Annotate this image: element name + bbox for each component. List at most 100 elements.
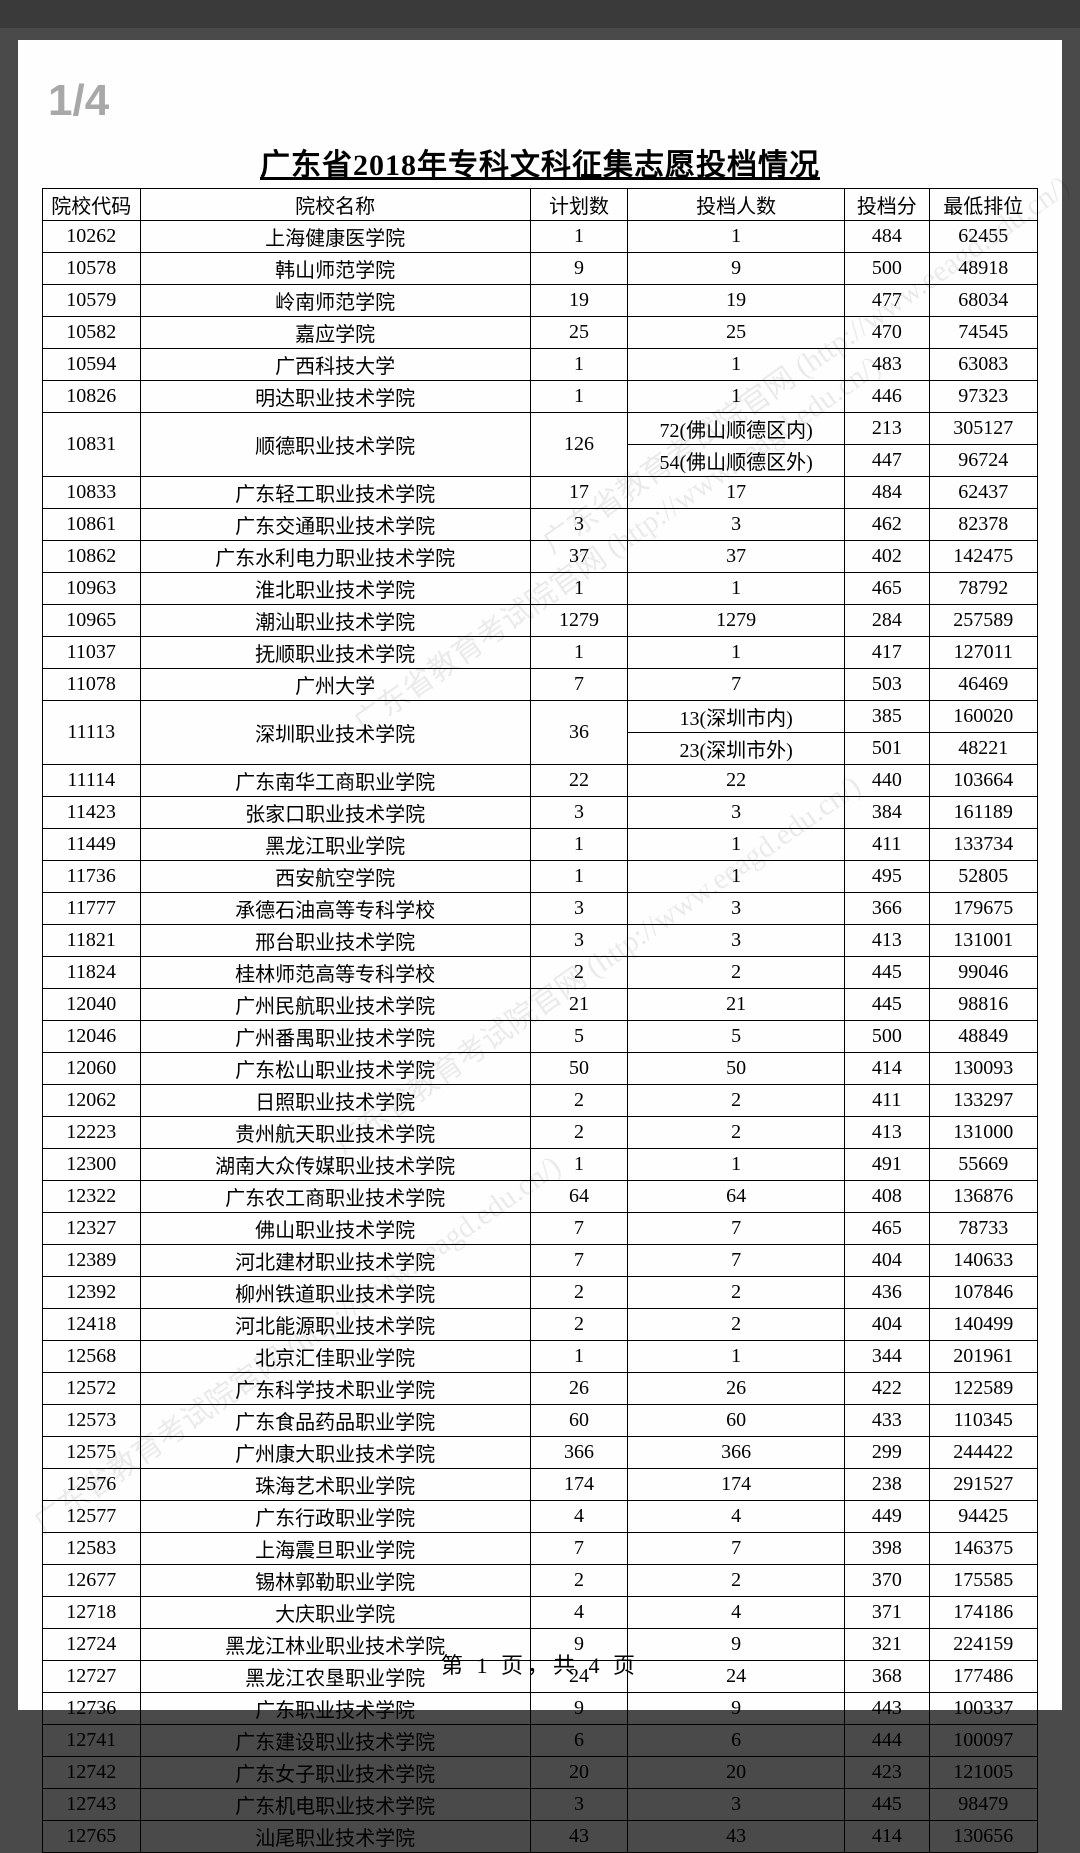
table-row: 12743广东机电职业技术学院3344598479	[43, 1789, 1038, 1821]
table-row: 11821邢台职业技术学院33413131001	[43, 925, 1038, 957]
cell-score: 404	[845, 1309, 930, 1341]
table-row: 12575广州康大职业技术学院366366299244422	[43, 1437, 1038, 1469]
cell-rank: 146375	[929, 1533, 1037, 1565]
cell-rank: 130656	[929, 1821, 1037, 1853]
cell-name: 广东食品药品职业学院	[140, 1405, 530, 1437]
cell-rank: 136876	[929, 1181, 1037, 1213]
cell-rank: 55669	[929, 1149, 1037, 1181]
cell-plan: 126	[530, 413, 628, 477]
cell-score: 440	[845, 765, 930, 797]
cell-name: 广东交通职业技术学院	[140, 509, 530, 541]
cell-code: 12327	[43, 1213, 141, 1245]
cell-score: 213	[845, 413, 930, 445]
cell-score: 422	[845, 1373, 930, 1405]
cell-score: 446	[845, 381, 930, 413]
cell-plan: 1	[530, 861, 628, 893]
cell-code: 12062	[43, 1085, 141, 1117]
cell-plan: 64	[530, 1181, 628, 1213]
cell-code: 12583	[43, 1533, 141, 1565]
cell-name: 河北能源职业技术学院	[140, 1309, 530, 1341]
cell-adm: 2	[628, 957, 845, 989]
cell-rank: 175585	[929, 1565, 1037, 1597]
cell-adm: 23(深圳市外)	[628, 733, 845, 765]
col-header-adm: 投档人数	[628, 189, 845, 221]
table-row: 10965潮汕职业技术学院12791279284257589	[43, 605, 1038, 637]
cell-name: 河北建材职业技术学院	[140, 1245, 530, 1277]
cell-rank: 130093	[929, 1053, 1037, 1085]
cell-name: 黑龙江职业学院	[140, 829, 530, 861]
table-row: 12327佛山职业技术学院7746578733	[43, 1213, 1038, 1245]
cell-score: 411	[845, 1085, 930, 1117]
cell-rank: 96724	[929, 445, 1037, 477]
cell-name: 嘉应学院	[140, 317, 530, 349]
col-header-score: 投档分	[845, 189, 930, 221]
table-row: 12568北京汇佳职业学院11344201961	[43, 1341, 1038, 1373]
cell-rank: 98816	[929, 989, 1037, 1021]
cell-plan: 2	[530, 1085, 628, 1117]
cell-code: 11736	[43, 861, 141, 893]
cell-code: 12300	[43, 1149, 141, 1181]
cell-plan: 1	[530, 1149, 628, 1181]
cell-score: 500	[845, 253, 930, 285]
cell-plan: 20	[530, 1757, 628, 1789]
cell-plan: 1	[530, 573, 628, 605]
table-row: 12062日照职业技术学院22411133297	[43, 1085, 1038, 1117]
cell-rank: 305127	[929, 413, 1037, 445]
cell-score: 483	[845, 349, 930, 381]
cell-name: 湖南大众传媒职业技术学院	[140, 1149, 530, 1181]
cell-score: 495	[845, 861, 930, 893]
cell-code: 10826	[43, 381, 141, 413]
cell-code: 10262	[43, 221, 141, 253]
document-title: 广东省2018年专科文科征集志愿投档情况	[42, 140, 1038, 184]
cell-plan: 1279	[530, 605, 628, 637]
cell-adm: 9	[628, 253, 845, 285]
cell-rank: 68034	[929, 285, 1037, 317]
cell-name: 潮汕职业技术学院	[140, 605, 530, 637]
cell-plan: 7	[530, 669, 628, 701]
cell-adm: 1	[628, 861, 845, 893]
table-row: 10578韩山师范学院9950048918	[43, 253, 1038, 285]
cell-name: 桂林师范高等专科学校	[140, 957, 530, 989]
cell-plan: 17	[530, 477, 628, 509]
cell-adm: 1	[628, 1341, 845, 1373]
cell-score: 501	[845, 733, 930, 765]
cell-code: 10594	[43, 349, 141, 381]
col-header-code: 院校代码	[43, 189, 141, 221]
cell-code: 10963	[43, 573, 141, 605]
cell-plan: 2	[530, 1309, 628, 1341]
cell-name: 大庆职业学院	[140, 1597, 530, 1629]
cell-name: 岭南师范学院	[140, 285, 530, 317]
cell-plan: 2	[530, 1277, 628, 1309]
cell-adm: 19	[628, 285, 845, 317]
cell-rank: 142475	[929, 541, 1037, 573]
cell-adm: 7	[628, 669, 845, 701]
cell-rank: 131000	[929, 1117, 1037, 1149]
cell-name: 广东松山职业技术学院	[140, 1053, 530, 1085]
cell-code: 12223	[43, 1117, 141, 1149]
cell-plan: 4	[530, 1501, 628, 1533]
cell-adm: 22	[628, 765, 845, 797]
cell-code: 11449	[43, 829, 141, 861]
cell-name: 柳州铁道职业技术学院	[140, 1277, 530, 1309]
table-row: 12573广东食品药品职业学院6060433110345	[43, 1405, 1038, 1437]
cell-code: 10861	[43, 509, 141, 541]
cell-score: 462	[845, 509, 930, 541]
cell-adm: 4	[628, 1597, 845, 1629]
cell-adm: 1	[628, 1149, 845, 1181]
cell-plan: 5	[530, 1021, 628, 1053]
table-row: 12060广东松山职业技术学院5050414130093	[43, 1053, 1038, 1085]
cell-rank: 100097	[929, 1725, 1037, 1757]
cell-adm: 1	[628, 221, 845, 253]
cell-rank: 74545	[929, 317, 1037, 349]
cell-score: 465	[845, 1213, 930, 1245]
table-row: 11114广东南华工商职业学院2222440103664	[43, 765, 1038, 797]
cell-rank: 103664	[929, 765, 1037, 797]
cell-plan: 7	[530, 1213, 628, 1245]
cell-name: 邢台职业技术学院	[140, 925, 530, 957]
cell-rank: 98479	[929, 1789, 1037, 1821]
table-row: 11113深圳职业技术学院3613(深圳市内)385160020	[43, 701, 1038, 733]
cell-code: 12743	[43, 1789, 141, 1821]
cell-score: 449	[845, 1501, 930, 1533]
cell-rank: 174186	[929, 1597, 1037, 1629]
cell-score: 423	[845, 1757, 930, 1789]
